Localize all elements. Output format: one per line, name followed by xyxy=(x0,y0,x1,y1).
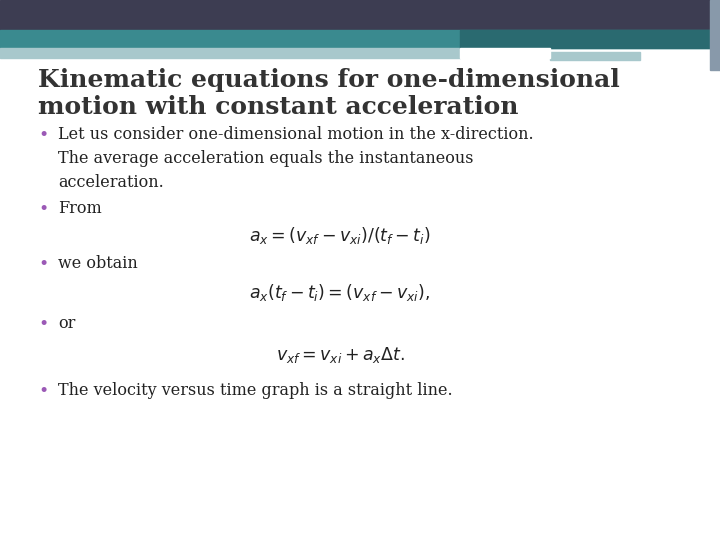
Text: From: From xyxy=(58,200,102,217)
Text: Kinematic equations for one-dimensional: Kinematic equations for one-dimensional xyxy=(38,68,620,92)
Text: •: • xyxy=(38,382,48,400)
Text: $v_{xf} = v_{xi} + a_x\Delta t.$: $v_{xf} = v_{xi} + a_x\Delta t.$ xyxy=(276,345,405,365)
Bar xyxy=(550,52,640,60)
Bar xyxy=(460,30,720,48)
Text: •: • xyxy=(38,200,48,218)
Text: Let us consider one-dimensional motion in the x-direction.
The average accelerat: Let us consider one-dimensional motion i… xyxy=(58,126,534,191)
Bar xyxy=(0,0,720,30)
Text: •: • xyxy=(38,126,48,144)
Text: •: • xyxy=(38,315,48,333)
Text: $a_x = (v_{xf} - v_{xi})/(t_f - t_i)$: $a_x = (v_{xf} - v_{xi})/(t_f - t_i)$ xyxy=(249,225,431,246)
Text: $a_x(t_f - t_i) = (v_{xf} - v_{xi}),$: $a_x(t_f - t_i) = (v_{xf} - v_{xi}),$ xyxy=(249,282,431,303)
Bar xyxy=(710,0,720,70)
Bar xyxy=(460,48,550,58)
Text: •: • xyxy=(38,255,48,273)
Text: motion with constant acceleration: motion with constant acceleration xyxy=(38,95,518,119)
Bar xyxy=(0,48,460,58)
Text: The velocity versus time graph is a straight line.: The velocity versus time graph is a stra… xyxy=(58,382,453,399)
Bar xyxy=(0,30,720,48)
Text: or: or xyxy=(58,315,76,332)
Text: we obtain: we obtain xyxy=(58,255,138,272)
